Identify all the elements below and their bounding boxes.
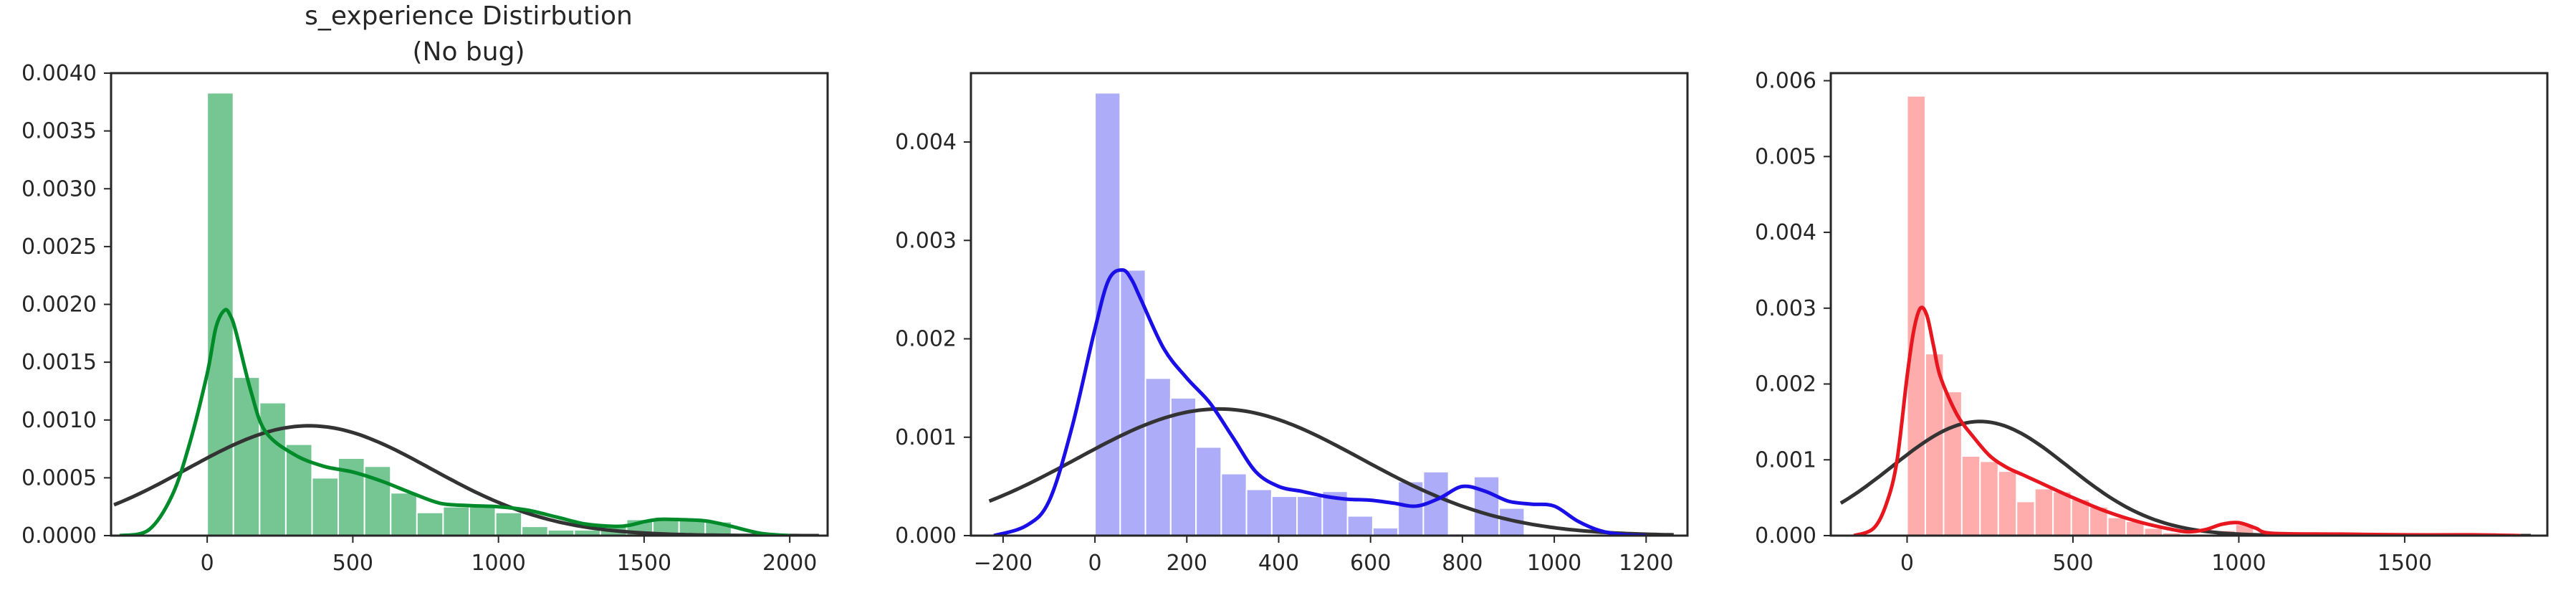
x-tick-label: 500 [2052, 551, 2093, 576]
y-tick-label: 0.0030 [21, 176, 97, 201]
histogram-bar [1397, 480, 1425, 536]
chart-panel-green: 0 500 1000 1500 2000 0.0000 0.0005 0.0010 0.0015… [21, 61, 829, 576]
y-tick-label: 0.002 [895, 327, 957, 352]
histogram-bar [416, 511, 444, 536]
histogram-bar [2016, 500, 2036, 536]
x-tick-label: 2000 [762, 551, 817, 576]
histogram-bar [1346, 515, 1374, 536]
x-tick-label: 800 [1442, 551, 1483, 576]
kde-curve [119, 308, 790, 536]
histogram-bar [1997, 470, 2018, 536]
x-tick-label: 500 [332, 551, 373, 576]
histogram-bar [442, 506, 470, 536]
histogram-bar [390, 492, 418, 536]
histogram-bar [259, 402, 287, 536]
y-tick-label: 0.0020 [21, 293, 97, 318]
x-tick-label: 1500 [617, 551, 671, 576]
y-tick-label: 0.0000 [21, 523, 97, 549]
histogram-bar [1245, 488, 1273, 536]
histogram-bar [521, 526, 549, 536]
histogram-bar [1960, 455, 1981, 536]
plot-area [113, 92, 819, 536]
y-tick-label: 0.0005 [21, 465, 97, 490]
y-tick-label: 0.006 [1755, 69, 1816, 94]
histogram-bar [1371, 527, 1399, 536]
y-tick-label: 0.005 [1755, 144, 1816, 169]
chart-title: s_experience Distirbution [305, 1, 633, 31]
y-tick-label: 0.004 [895, 130, 957, 155]
y-tick-label: 0.003 [895, 228, 957, 253]
histogram-bar [1119, 269, 1146, 536]
histogram-bar [2052, 490, 2072, 536]
kde-curve [1853, 305, 2522, 536]
histogram-bar [1473, 475, 1500, 536]
y-tick-label: 0.000 [895, 523, 957, 549]
x-tick-label: −200 [974, 551, 1033, 576]
x-tick-label: 1000 [471, 551, 525, 576]
y-tick-label: 0.0025 [21, 234, 97, 260]
axes-frame [969, 72, 1689, 537]
normal-fit-curve [1839, 419, 2531, 536]
x-tick-label: 0 [1088, 551, 1102, 576]
y-tick-label: 0.0040 [21, 61, 97, 86]
y-tick-label: 0.001 [895, 425, 957, 450]
histogram-bar [1169, 397, 1197, 536]
y-tick-label: 0.001 [1755, 447, 1816, 473]
histogram-bar [2034, 488, 2054, 536]
x-tick-label: 0 [201, 551, 214, 576]
plot-area [988, 92, 1674, 536]
histogram-bar [2143, 527, 2163, 536]
histogram-bar [494, 511, 523, 536]
kde-curve [993, 267, 1647, 536]
y-tick-label: 0.000 [1755, 523, 1816, 549]
x-tick-label: 1500 [2378, 551, 2432, 576]
plot-area [1839, 95, 2531, 536]
x-tick-label: 1000 [1527, 551, 1581, 576]
x-tick-label: 400 [1258, 551, 1299, 576]
y-tick-label: 0.003 [1755, 296, 1816, 321]
x-tick-label: 600 [1350, 551, 1391, 576]
histogram-bar [311, 477, 340, 536]
histogram-bar [1296, 495, 1323, 536]
y-tick-label: 0.0035 [21, 119, 97, 144]
histogram-bar [1270, 495, 1298, 536]
histogram-bar [1220, 473, 1248, 536]
x-tick-label: 1000 [2211, 551, 2266, 576]
axes-frame [1829, 72, 2549, 537]
chart-panel-blue: −200 0 200 400 600 800 1000 1200 0.000 0.001 0.002… [895, 72, 1689, 576]
y-tick-label: 0.004 [1755, 220, 1816, 245]
x-tick-label: 0 [1900, 551, 1914, 576]
histogram-bar [1144, 377, 1172, 536]
x-tick-label: 1200 [1619, 551, 1673, 576]
y-tick-label: 0.0015 [21, 350, 97, 375]
histogram-bar [469, 506, 497, 536]
chart-panel-red: 0 500 1000 1500 0.000 0.001 0.002 0.003 0.004 0.0… [1755, 69, 2549, 576]
histogram-bar [232, 376, 261, 536]
y-tick-label: 0.002 [1755, 372, 1816, 397]
histogram-bar [2107, 516, 2127, 536]
y-tick-label: 0.0010 [21, 408, 97, 433]
histogram-bar [1979, 460, 1999, 536]
histogram-bar [1943, 391, 1963, 536]
normal-fit-curve [988, 407, 1674, 536]
chart-subtitle: (No bug) [412, 37, 525, 67]
x-tick-label: 200 [1167, 551, 1207, 576]
histogram-bar [1195, 446, 1222, 536]
